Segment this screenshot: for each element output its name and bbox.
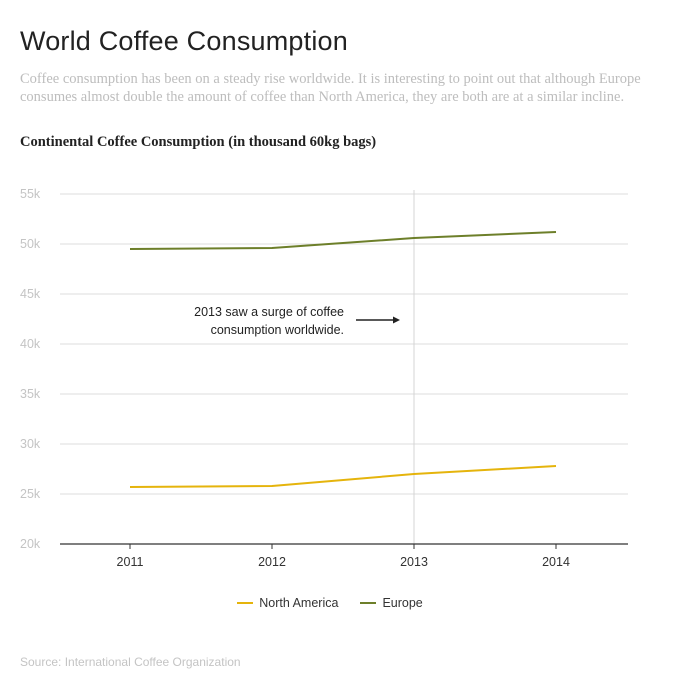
- annotation-arrow-head: [393, 316, 400, 324]
- y-tick-label: 45k: [20, 287, 41, 301]
- y-tick-label: 30k: [20, 437, 41, 451]
- y-tick-label: 55k: [20, 187, 41, 201]
- x-tick-label: 2013: [400, 555, 428, 569]
- legend-item-north-america[interactable]: North America: [237, 596, 338, 610]
- legend-item-europe[interactable]: Europe: [360, 596, 423, 610]
- legend-swatch-europe: [360, 602, 377, 604]
- legend-swatch-north-america: [237, 602, 254, 604]
- x-tick-label: 2014: [542, 555, 570, 569]
- y-tick-label: 25k: [20, 487, 41, 501]
- annotation-text-line: 2013 saw a surge of coffee: [194, 305, 344, 319]
- page-subtitle: Coffee consumption has been on a steady …: [20, 71, 641, 105]
- y-tick-label: 50k: [20, 237, 41, 251]
- x-tick-label: 2012: [258, 555, 286, 569]
- legend-label-europe: Europe: [382, 596, 423, 610]
- page-title: World Coffee Consumption: [20, 26, 348, 56]
- chart-legend: North America Europe: [0, 596, 660, 610]
- series-line-north-america: [129, 465, 557, 488]
- y-tick-label: 35k: [20, 387, 41, 401]
- annotation-text-line: consumption worldwide.: [211, 323, 344, 337]
- chart-title: Continental Coffee Consumption (in thous…: [20, 134, 377, 150]
- series-line-europe: [129, 231, 557, 250]
- legend-label-north-america: North America: [259, 596, 339, 610]
- y-tick-label: 20k: [20, 537, 41, 551]
- y-tick-label: 40k: [20, 337, 41, 351]
- source-note: Source: International Coffee Organizatio…: [20, 655, 241, 669]
- x-tick-label: 2011: [117, 555, 144, 569]
